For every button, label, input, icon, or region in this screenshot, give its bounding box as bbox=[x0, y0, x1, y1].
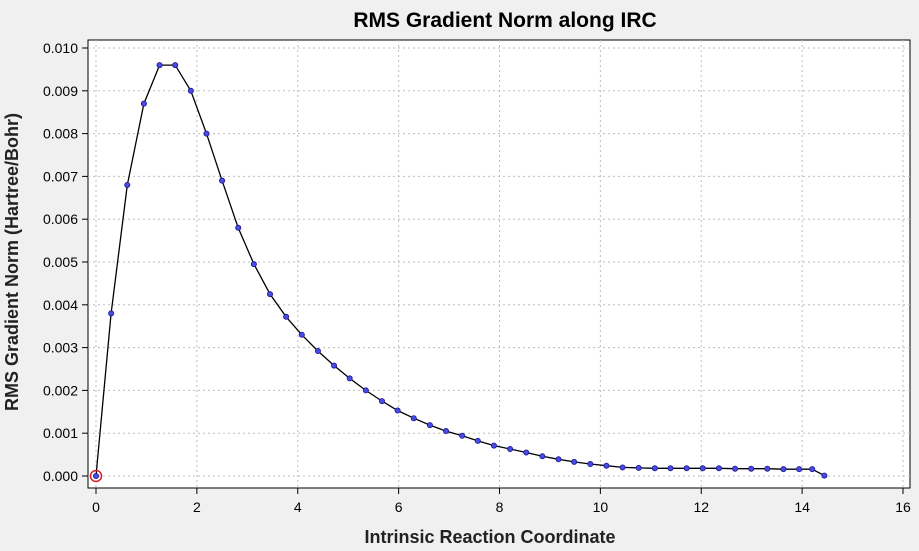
data-point bbox=[780, 466, 787, 473]
data-point bbox=[821, 472, 828, 479]
data-point bbox=[346, 375, 353, 382]
y-tick-label: 0.006 bbox=[43, 211, 78, 227]
data-point bbox=[267, 291, 274, 298]
data-point bbox=[140, 100, 147, 107]
data-point bbox=[331, 362, 338, 369]
data-point bbox=[124, 181, 131, 188]
x-tick-label: 8 bbox=[496, 499, 504, 515]
plot-area bbox=[87, 39, 911, 489]
current-point-marker bbox=[89, 469, 103, 483]
data-point bbox=[764, 465, 771, 472]
data-point bbox=[394, 407, 401, 414]
x-tick-label: 4 bbox=[294, 499, 302, 515]
y-tick-label: 0.003 bbox=[43, 340, 78, 356]
data-point bbox=[523, 449, 530, 456]
data-point bbox=[732, 465, 739, 472]
x-tick-label: 6 bbox=[395, 499, 403, 515]
data-point bbox=[314, 348, 321, 355]
data-point bbox=[203, 130, 210, 137]
x-tick-label: 2 bbox=[193, 499, 201, 515]
y-tick-label: 0.002 bbox=[43, 382, 78, 398]
data-point bbox=[156, 62, 163, 69]
grid-lines bbox=[88, 40, 910, 488]
data-point bbox=[108, 310, 115, 317]
data-point bbox=[443, 428, 450, 435]
data-point bbox=[490, 442, 497, 449]
data-point bbox=[250, 261, 257, 268]
data-point bbox=[555, 456, 562, 463]
data-point bbox=[426, 422, 433, 429]
data-point bbox=[298, 331, 305, 338]
data-point bbox=[699, 465, 706, 472]
data-point bbox=[683, 465, 690, 472]
data-point bbox=[635, 464, 642, 471]
x-tick-label: 14 bbox=[794, 499, 810, 515]
x-tick-label: 0 bbox=[92, 499, 100, 515]
data-point bbox=[809, 466, 816, 473]
x-tick-label: 12 bbox=[693, 499, 709, 515]
y-tick-label: 0.001 bbox=[43, 425, 78, 441]
y-tick-label: 0.000 bbox=[43, 468, 78, 484]
data-point bbox=[474, 437, 481, 444]
data-point bbox=[651, 465, 658, 472]
data-point bbox=[748, 465, 755, 472]
data-point bbox=[172, 62, 179, 69]
data-point bbox=[715, 465, 722, 472]
series-group bbox=[89, 62, 828, 483]
y-tick-label: 0.004 bbox=[43, 297, 78, 313]
data-point bbox=[219, 177, 226, 184]
data-point bbox=[571, 458, 578, 465]
data-point bbox=[667, 465, 674, 472]
y-tick-label: 0.007 bbox=[43, 168, 78, 184]
data-point bbox=[507, 446, 514, 453]
data-point bbox=[235, 224, 242, 231]
x-axis-label: Intrinsic Reaction Coordinate bbox=[364, 527, 615, 547]
data-point bbox=[378, 398, 385, 405]
data-point bbox=[93, 472, 100, 479]
data-point bbox=[283, 313, 290, 320]
data-point bbox=[410, 415, 417, 422]
y-tick-label: 0.005 bbox=[43, 254, 78, 270]
axis-ticks: 0 2 4 6 8 10 12 14 16 0.000 0.001 0.002 0.003 0.004 0.… bbox=[43, 40, 911, 515]
data-point bbox=[459, 432, 466, 439]
data-point bbox=[587, 461, 594, 468]
data-point bbox=[603, 462, 610, 469]
y-axis-label: RMS Gradient Norm (Hartree/Bohr) bbox=[2, 113, 22, 411]
x-tick-label: 16 bbox=[895, 499, 911, 515]
chart-title: RMS Gradient Norm along IRC bbox=[353, 9, 656, 32]
data-point bbox=[362, 387, 369, 394]
data-point bbox=[539, 453, 546, 460]
data-point bbox=[187, 87, 194, 94]
data-point bbox=[796, 466, 803, 473]
x-tick-label: 10 bbox=[593, 499, 609, 515]
y-tick-label: 0.009 bbox=[43, 83, 78, 99]
y-tick-label: 0.008 bbox=[43, 126, 78, 142]
data-point bbox=[619, 464, 626, 471]
y-tick-label: 0.010 bbox=[43, 40, 78, 56]
